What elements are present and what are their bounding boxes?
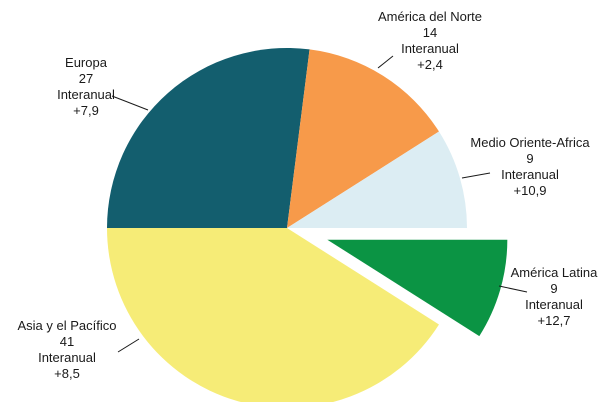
slice-label-name: América del Norte <box>378 9 482 24</box>
slice-label-name: Europa <box>65 55 108 70</box>
pie-slice-asia-y-el-pacífico <box>107 228 439 402</box>
slice-label-value: 14 <box>423 25 437 40</box>
pie-slice-américa-del-norte <box>287 49 439 228</box>
slice-label: Medio Oriente-Africa 9 Interanual +10,9 <box>470 135 590 198</box>
slice-label-value: 9 <box>550 281 557 296</box>
slice-label-change: +12,7 <box>538 313 571 328</box>
slice-label-change: +7,9 <box>73 103 99 118</box>
slice-label: Asia y el Pacífico 41 Interanual +8,5 <box>18 318 117 381</box>
slice-label: América del Norte 14 Interanual +2,4 <box>378 9 482 72</box>
leader-line <box>117 338 140 353</box>
slice-label-name: América Latina <box>511 265 598 280</box>
pie-slice-américa-latina <box>327 239 508 337</box>
slice-label-value: 41 <box>60 334 74 349</box>
leader-line <box>461 172 491 179</box>
slice-label-change: +8,5 <box>54 366 80 381</box>
leader-line <box>377 55 394 69</box>
pie-slice-medio-oriente-africa <box>287 131 467 228</box>
leader-line <box>111 95 149 111</box>
leader-lines <box>111 55 528 353</box>
leader-line <box>498 285 528 293</box>
slice-label-caption: Interanual <box>501 167 559 182</box>
slice-label-change: +2,4 <box>417 57 443 72</box>
slice-label-change: +10,9 <box>514 183 547 198</box>
slice-label-caption: Interanual <box>57 87 115 102</box>
slice-label: Europa 27 Interanual +7,9 <box>57 55 115 118</box>
slice-label-name: Asia y el Pacífico <box>18 318 117 333</box>
slice-label-caption: Interanual <box>401 41 459 56</box>
slice-label: América Latina 9 Interanual +12,7 <box>511 265 598 328</box>
slice-label-value: 27 <box>79 71 93 86</box>
slice-label-caption: Interanual <box>525 297 583 312</box>
slice-label-caption: Interanual <box>38 350 96 365</box>
pie-slice-europa <box>107 47 310 228</box>
pie-slices <box>107 47 508 402</box>
slice-label-value: 9 <box>526 151 533 166</box>
slice-label-name: Medio Oriente-Africa <box>470 135 590 150</box>
